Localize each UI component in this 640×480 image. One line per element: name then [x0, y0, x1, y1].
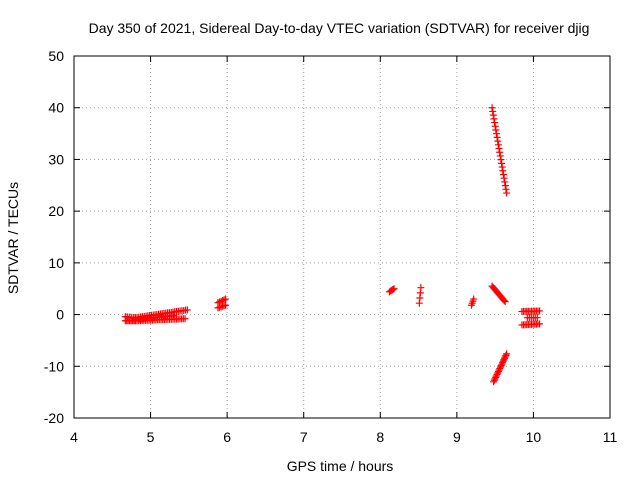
y-tick-label: 20 — [48, 203, 64, 219]
x-tick-label: 6 — [223, 429, 231, 445]
axis-ticks: 4 5 6 7 8 9 10 11 -20 -10 0 10 20 30 40 50 — [44, 48, 618, 445]
data-point — [417, 284, 425, 292]
data-point — [492, 126, 500, 134]
chart-title: Day 350 of 2021, Sidereal Day-to-day VTE… — [89, 20, 590, 36]
data-point — [495, 366, 503, 374]
data-point — [214, 299, 222, 307]
data-point — [503, 189, 511, 197]
data-point — [492, 372, 500, 380]
y-tick-label: 30 — [48, 151, 64, 167]
x-tick-label: 10 — [526, 429, 542, 445]
data-point — [217, 297, 225, 305]
data-point — [490, 376, 498, 384]
data-point — [488, 104, 496, 112]
data-point — [496, 365, 504, 373]
y-tick-label: 10 — [48, 255, 64, 271]
data-point — [492, 373, 500, 381]
data-point — [494, 141, 502, 149]
data-point — [489, 111, 497, 119]
data-point — [533, 314, 541, 322]
data-point — [503, 350, 511, 358]
data-point — [494, 369, 502, 377]
data-point — [390, 285, 398, 293]
x-tick-label: 11 — [603, 429, 618, 445]
data-point — [222, 301, 230, 309]
data-point — [498, 360, 506, 368]
x-axis-label: GPS time / hours — [287, 458, 394, 474]
y-tick-label: -20 — [44, 410, 64, 426]
data-point — [497, 362, 505, 370]
y-tick-label: 40 — [48, 100, 64, 116]
data-point — [220, 296, 228, 304]
data-point — [498, 159, 506, 167]
data-point — [502, 185, 510, 193]
x-tick-label: 4 — [70, 429, 78, 445]
data-point — [501, 298, 509, 306]
data-point — [491, 119, 499, 127]
data-point — [489, 107, 497, 115]
data-point — [501, 354, 509, 362]
data-point — [493, 370, 501, 378]
data-point — [491, 122, 499, 130]
y-tick-label: -10 — [44, 358, 64, 374]
data-point — [215, 298, 223, 306]
data-point — [499, 167, 507, 175]
data-point — [501, 353, 509, 361]
data-point — [496, 148, 504, 156]
data-point — [500, 296, 508, 304]
data-point — [494, 368, 502, 376]
data-point — [496, 363, 504, 371]
x-tick-label: 5 — [147, 429, 155, 445]
data-series — [121, 104, 544, 386]
data-point — [501, 178, 509, 186]
data-point — [490, 115, 498, 123]
data-point — [498, 163, 506, 171]
data-point — [499, 170, 507, 178]
y-tick-label: 0 — [56, 307, 64, 323]
data-point — [389, 285, 397, 293]
data-point — [491, 375, 499, 383]
data-point — [493, 133, 501, 141]
x-tick-label: 7 — [300, 429, 308, 445]
y-tick-label: 50 — [48, 48, 64, 64]
data-point — [219, 297, 227, 305]
data-point — [495, 145, 503, 153]
data-point — [536, 320, 544, 328]
data-point — [490, 378, 498, 386]
y-axis-label: SDTVAR / TECUs — [5, 182, 21, 294]
data-point — [181, 315, 189, 323]
grid-lines — [74, 56, 610, 418]
x-tick-label: 8 — [376, 429, 384, 445]
data-point — [470, 295, 478, 303]
data-point — [496, 152, 504, 160]
data-point — [494, 137, 502, 145]
data-point — [499, 359, 507, 367]
data-point — [502, 351, 510, 359]
data-point — [183, 306, 191, 314]
data-point — [536, 307, 544, 315]
data-point — [497, 156, 505, 164]
data-point — [501, 182, 509, 190]
data-point — [170, 312, 178, 320]
data-point — [493, 130, 501, 138]
data-point — [222, 295, 230, 303]
data-point — [500, 174, 508, 182]
x-tick-label: 9 — [453, 429, 461, 445]
data-point — [499, 357, 507, 365]
data-point — [500, 356, 508, 364]
plot-frame — [73, 55, 611, 419]
